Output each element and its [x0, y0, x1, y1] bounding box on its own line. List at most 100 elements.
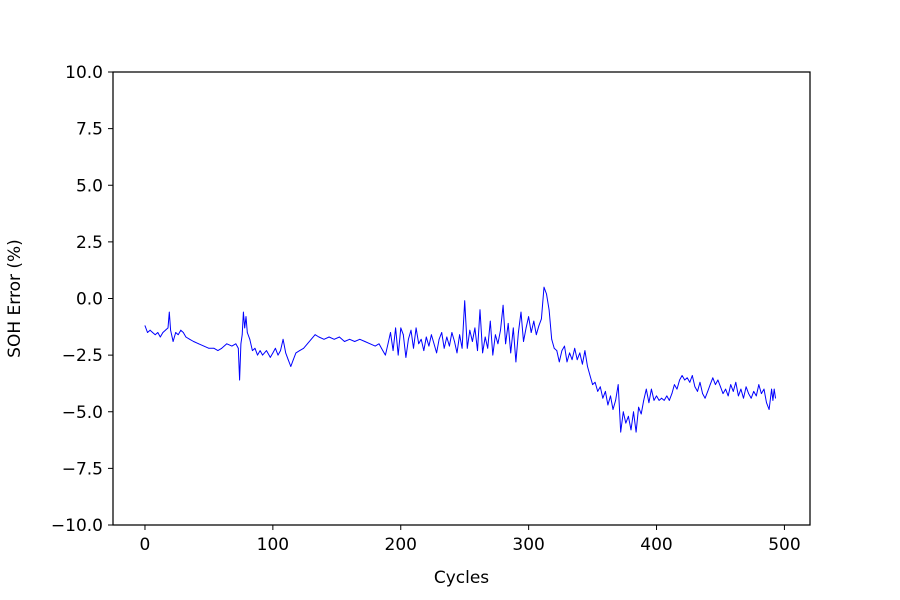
- y-tick-label: 10.0: [65, 63, 103, 83]
- data-point-164: [615, 400, 616, 401]
- data-point-40: [257, 354, 258, 356]
- data-point-200: [707, 391, 709, 392]
- data-point-189: [679, 379, 680, 381]
- data-point-58: [310, 338, 312, 340]
- data-point-160: [605, 391, 606, 392]
- data-point-30: [239, 379, 241, 381]
- data-point-72: [378, 343, 380, 345]
- data-point-91: [428, 345, 430, 347]
- data-point-69: [364, 341, 366, 342]
- y-tick-label: 2.5: [76, 233, 103, 253]
- data-point-118: [497, 343, 499, 345]
- data-point-196: [697, 391, 698, 392]
- data-point-8: [165, 329, 166, 331]
- data-point-119: [500, 329, 501, 331]
- data-point-110: [477, 350, 478, 351]
- data-point-102: [456, 352, 458, 354]
- data-point-132: [533, 320, 535, 322]
- data-point-4: [154, 334, 156, 336]
- data-point-62: [328, 336, 330, 338]
- data-point-63: [333, 338, 335, 340]
- data-point-210: [732, 391, 734, 392]
- data-point-201: [709, 384, 711, 385]
- data-point-37: [249, 338, 251, 340]
- x-tick-label: 300: [512, 535, 544, 555]
- data-point-83: [408, 338, 409, 340]
- axes-background: [113, 72, 810, 525]
- data-point-11: [170, 329, 172, 331]
- data-point-95: [438, 338, 440, 340]
- data-point-96: [441, 332, 443, 333]
- data-point-38: [252, 350, 253, 351]
- data-point-85: [413, 347, 414, 349]
- data-point-149: [576, 359, 578, 361]
- data-point-133: [535, 334, 537, 336]
- data-point-138: [548, 309, 550, 311]
- data-point-163: [612, 409, 614, 410]
- data-point-123: [510, 352, 512, 354]
- data-point-24: [217, 350, 219, 351]
- data-point-180: [656, 395, 657, 397]
- data-point-161: [607, 404, 609, 406]
- data-point-227: [773, 388, 775, 390]
- data-point-175: [643, 400, 645, 401]
- data-point-94: [436, 352, 437, 354]
- data-point-171: [633, 411, 634, 413]
- data-point-60: [318, 336, 320, 338]
- data-point-101: [454, 341, 455, 342]
- data-point-27: [231, 345, 233, 347]
- data-point-15: [180, 329, 182, 331]
- data-point-186: [671, 393, 673, 394]
- data-point-177: [648, 402, 650, 404]
- data-point-88: [420, 338, 422, 340]
- data-point-61: [323, 338, 325, 340]
- data-point-117: [495, 334, 496, 336]
- data-point-151: [582, 363, 583, 365]
- data-point-202: [712, 377, 714, 379]
- data-point-181: [658, 400, 660, 401]
- data-point-223: [766, 402, 767, 404]
- data-point-165: [617, 384, 619, 385]
- data-point-19: [193, 341, 195, 342]
- data-point-107: [469, 329, 471, 331]
- data-point-70: [369, 343, 371, 345]
- y-tick-label: −5.0: [62, 403, 103, 423]
- data-point-125: [515, 361, 517, 363]
- data-point-174: [640, 413, 642, 415]
- data-point-159: [602, 397, 604, 399]
- data-point-49: [282, 338, 284, 340]
- data-point-109: [474, 327, 476, 329]
- data-point-170: [630, 429, 632, 431]
- data-point-204: [717, 379, 719, 381]
- data-point-33: [243, 311, 244, 313]
- data-point-104: [461, 347, 463, 349]
- x-tick-label: 100: [257, 535, 289, 555]
- data-point-153: [587, 366, 588, 367]
- data-point-127: [520, 311, 522, 313]
- data-point-141: [556, 350, 558, 351]
- data-point-87: [418, 343, 420, 345]
- data-point-195: [694, 386, 696, 388]
- data-point-190: [681, 375, 683, 376]
- data-point-146: [569, 352, 570, 354]
- data-point-6: [159, 336, 161, 338]
- data-point-16: [182, 332, 184, 333]
- data-point-29: [237, 347, 239, 349]
- data-point-78: [395, 327, 396, 329]
- data-point-113: [484, 336, 486, 338]
- data-point-97: [443, 347, 445, 349]
- data-point-216: [748, 393, 749, 394]
- data-point-68: [359, 338, 361, 340]
- data-point-47: [277, 354, 279, 356]
- data-point-41: [259, 350, 261, 351]
- data-point-7: [162, 332, 164, 333]
- data-point-112: [482, 352, 483, 354]
- data-point-194: [691, 375, 693, 376]
- data-point-32: [241, 334, 243, 336]
- data-point-225: [771, 388, 772, 390]
- data-point-54: [295, 352, 297, 354]
- data-point-48: [280, 350, 281, 351]
- x-tick-label: 200: [385, 535, 417, 555]
- data-point-103: [459, 334, 460, 336]
- data-point-147: [571, 359, 573, 361]
